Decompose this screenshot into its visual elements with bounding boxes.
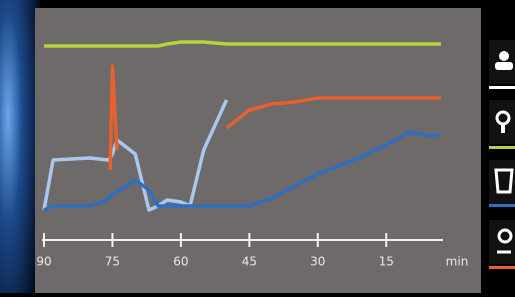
legend-line [489, 146, 515, 149]
legend-line [489, 266, 515, 269]
x-tick-label: 75 [105, 255, 120, 269]
background [0, 0, 40, 293]
icon-box [489, 100, 515, 144]
icon [495, 62, 513, 70]
x-tick-label: 15 [379, 255, 394, 269]
legend-icons [489, 40, 515, 269]
x-axis-label: min [446, 255, 469, 269]
x-tick-label: 90 [36, 255, 51, 269]
x-tick-label: 60 [173, 255, 188, 269]
icon [501, 123, 505, 133]
chart-panel [35, 8, 481, 293]
icon [499, 51, 509, 61]
legend-line [489, 86, 515, 89]
screen: min 90 75 60 45 30 15 [0, 0, 515, 293]
x-tick-label: 30 [310, 255, 325, 269]
x-tick-label: 45 [242, 255, 257, 269]
legend-line [489, 204, 515, 207]
